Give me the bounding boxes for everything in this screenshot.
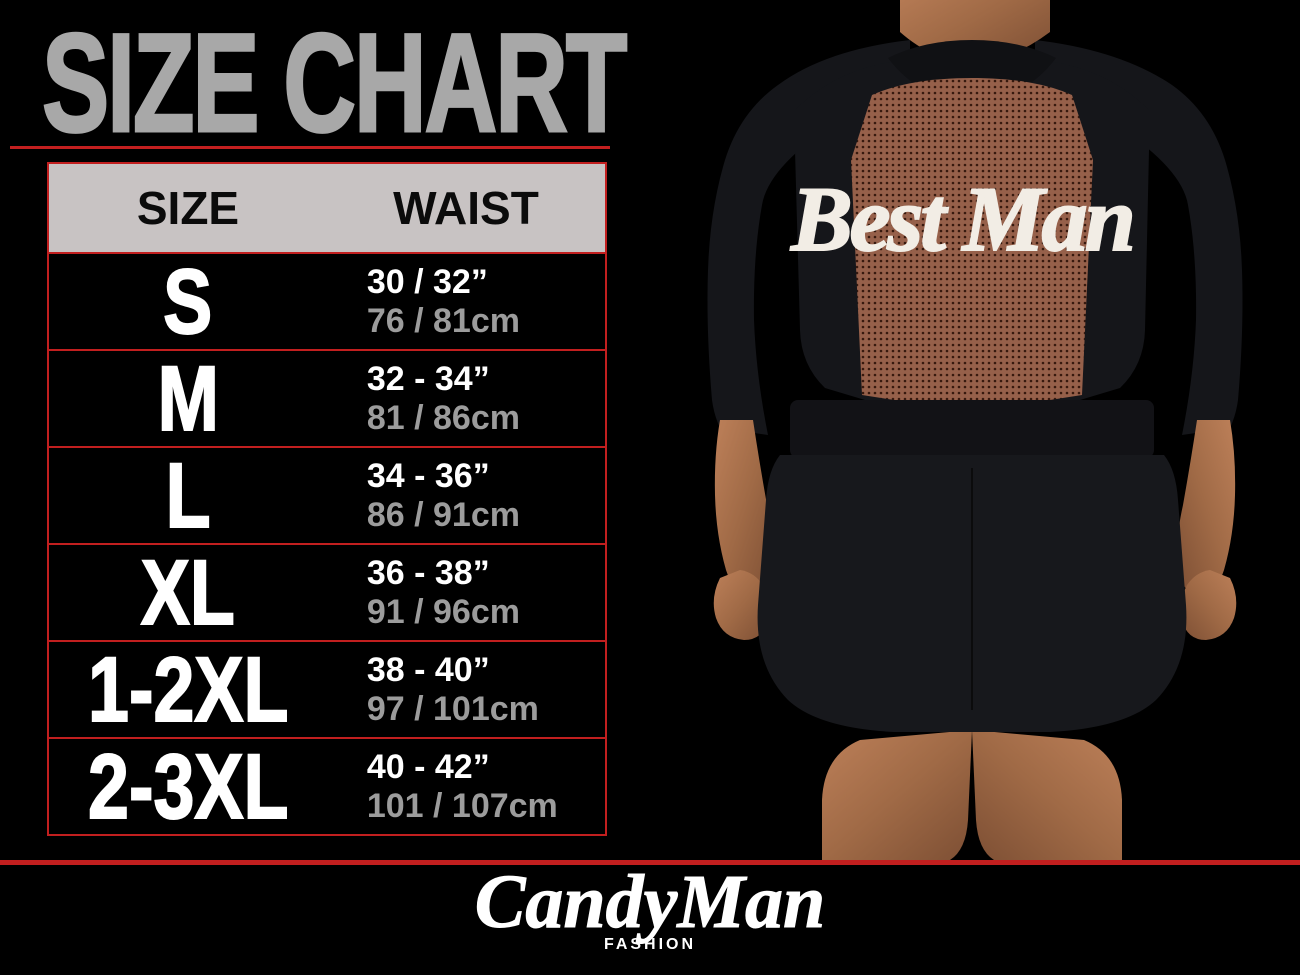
svg-text:Best Man: Best Man [790,168,1133,270]
